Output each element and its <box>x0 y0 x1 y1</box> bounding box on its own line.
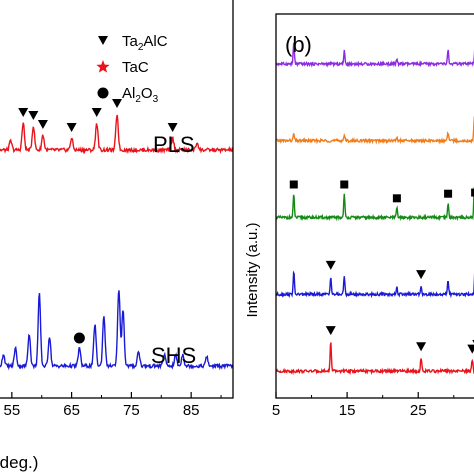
panel-b-peak-markers <box>289 180 474 354</box>
peak-marker-pls-6 <box>112 99 123 108</box>
series-pattern-2 <box>276 116 474 145</box>
x-tick-label-85: 85 <box>183 402 200 419</box>
peak-marker-pls-3 <box>37 120 48 129</box>
legend-label-3: Al2O3 <box>122 85 159 105</box>
series-label-shs: SHS <box>151 343 196 368</box>
panel-a-x-axis-label: (deg.) <box>0 453 38 472</box>
x-tick-label-55: 55 <box>3 402 20 419</box>
peak-marker-pattern-5-3 <box>467 344 474 354</box>
legend-label-2: TaC <box>122 59 149 76</box>
peak-marker-pattern-3-4 <box>444 189 453 198</box>
peak-marker-pls-4 <box>66 123 77 132</box>
x-tick-label-75: 75 <box>123 402 140 419</box>
x-tick-label-25: 25 <box>410 402 427 419</box>
series-label-pls: PLS <box>153 132 195 157</box>
peak-marker-pattern-5-2 <box>416 342 427 352</box>
series-pls <box>0 114 233 155</box>
panel-a-legend: Ta2AlC TaC Al2O3 <box>96 33 168 105</box>
peak-marker-pattern-5-1 <box>325 326 336 336</box>
peak-marker-pattern-3-3 <box>392 194 401 203</box>
panel-b-series <box>276 42 474 376</box>
x-tick-label-65: 65 <box>63 402 80 419</box>
panel-a-x-ticks: 55 65 75 85 <box>3 392 222 419</box>
series-pattern-3 <box>276 186 474 222</box>
panel-b-x-ticks: 5152535 <box>272 392 455 419</box>
panel-a-series-labels: PLS SHS <box>151 132 196 368</box>
legend-marker-2 <box>96 60 110 73</box>
legend-marker-3 <box>97 87 109 99</box>
x-tick-label-15: 15 <box>339 402 356 419</box>
panel-a-peak-markers <box>18 99 178 344</box>
panel-a: PLS SHS Ta2AlC TaC Al2O3 55 65 75 85 (deg.) <box>0 0 234 472</box>
peak-marker-shs-1 <box>73 332 85 344</box>
peak-marker-pattern-4-1 <box>325 260 336 270</box>
peak-marker-pattern-4-2 <box>416 270 427 280</box>
panel-b-frame <box>275 13 474 399</box>
peak-marker-pattern-3-2 <box>340 180 349 189</box>
series-shs <box>0 290 233 371</box>
series-pattern-5 <box>276 342 474 376</box>
panel-a-series <box>0 114 233 371</box>
peak-marker-pls-5 <box>91 108 102 117</box>
panel-b-y-axis-label: Intensity (a.u.) <box>244 222 261 317</box>
series-pattern-1 <box>276 42 474 68</box>
peak-marker-pattern-3-1 <box>289 180 298 189</box>
peak-marker-pls-7 <box>167 123 178 132</box>
series-pattern-4 <box>276 270 474 299</box>
x-tick-label-5: 5 <box>272 402 280 419</box>
legend-label-1: Ta2AlC <box>122 33 168 53</box>
peak-marker-pattern-3-5 <box>471 188 474 197</box>
peak-marker-pls-1 <box>18 108 29 117</box>
peak-marker-pls-2 <box>28 111 39 120</box>
panel-b-label: (b) <box>285 32 312 57</box>
legend-marker-1 <box>98 36 108 45</box>
panel-b: (b) 5152535 Intensity (a.u.) <box>244 13 474 419</box>
